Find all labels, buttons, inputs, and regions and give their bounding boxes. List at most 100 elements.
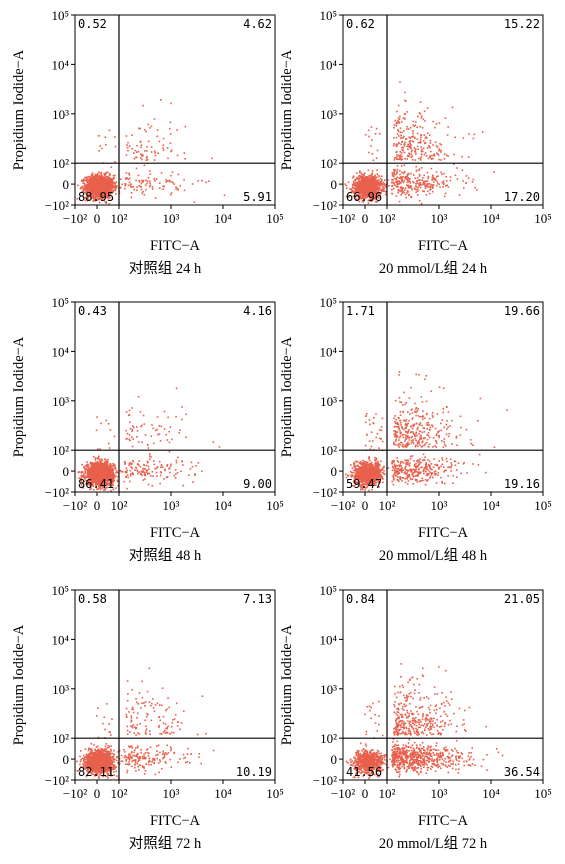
- event-dot: [361, 200, 364, 202]
- quadrant-lower-right-value: 17.20: [504, 190, 540, 204]
- event-dot: [403, 151, 406, 154]
- event-dot: [160, 172, 163, 174]
- event-dot: [411, 188, 413, 191]
- event-dot: [163, 428, 166, 430]
- event-dot: [419, 113, 422, 115]
- event-dot: [153, 178, 155, 180]
- event-dot: [395, 178, 398, 181]
- event-dot: [126, 471, 128, 473]
- event-dot: [436, 184, 438, 187]
- event-dot: [358, 200, 361, 203]
- event-dot: [407, 177, 409, 179]
- event-dot: [146, 182, 148, 185]
- event-dot: [101, 466, 104, 469]
- event-dot: [170, 133, 172, 135]
- event-dot: [396, 154, 398, 156]
- event-dot: [419, 186, 422, 189]
- event-dot: [162, 137, 165, 140]
- event-dot: [103, 178, 105, 180]
- event-dot: [98, 180, 101, 182]
- event-dot: [102, 470, 104, 473]
- event-dot: [423, 180, 425, 183]
- event-dot: [164, 469, 166, 472]
- event-dot: [105, 473, 108, 475]
- event-dot: [362, 183, 365, 186]
- event-dot: [130, 185, 132, 188]
- event-dot: [149, 184, 152, 186]
- event-dot: [364, 187, 367, 190]
- event-dot: [365, 178, 368, 180]
- event-dot: [88, 177, 91, 180]
- event-dot: [440, 159, 442, 161]
- event-dot: [96, 188, 99, 190]
- event-dot: [446, 184, 448, 187]
- event-dot: [370, 189, 373, 191]
- event-dot: [363, 174, 365, 177]
- event-dot: [369, 178, 371, 181]
- event-dot: [127, 141, 129, 144]
- event-dot: [125, 178, 127, 180]
- event-dot: [140, 144, 143, 146]
- event-dot: [141, 179, 143, 182]
- event-dot: [147, 177, 150, 179]
- event-dot: [83, 182, 85, 185]
- event-dot: [126, 474, 129, 476]
- event-dot: [116, 480, 119, 483]
- event-dot: [84, 187, 86, 190]
- event-dot: [393, 169, 396, 172]
- event-dot: [95, 194, 97, 197]
- event-dot: [114, 161, 116, 163]
- event-dot: [130, 473, 132, 475]
- event-dot: [371, 180, 374, 182]
- event-dot: [142, 104, 144, 107]
- event-dot: [124, 187, 126, 190]
- event-dot: [98, 475, 101, 477]
- event-dot: [366, 192, 369, 195]
- event-dot: [351, 185, 354, 188]
- event-dot: [92, 177, 94, 179]
- event-dot: [98, 171, 100, 174]
- event-dot: [126, 177, 129, 179]
- event-dot: [102, 192, 104, 195]
- event-dot: [166, 476, 169, 478]
- event-dot: [84, 472, 87, 474]
- event-dot: [370, 145, 372, 147]
- event-dot: [147, 468, 150, 470]
- event-dot: [363, 177, 366, 179]
- event-dot: [142, 154, 144, 157]
- event-dot: [77, 184, 79, 187]
- event-dot: [114, 189, 117, 192]
- event-dot: [168, 430, 170, 433]
- event-dot: [412, 180, 414, 183]
- event-dot: [85, 476, 88, 478]
- event-dot: [115, 468, 117, 470]
- event-dot: [378, 183, 381, 185]
- event-dot: [370, 179, 373, 182]
- event-dot: [415, 169, 418, 172]
- event-dot: [150, 435, 153, 437]
- event-dot: [377, 200, 379, 202]
- event-dot: [371, 172, 373, 174]
- event-dot: [87, 473, 89, 475]
- event-dot: [355, 181, 357, 183]
- event-dot: [101, 188, 104, 191]
- event-dot: [100, 174, 102, 177]
- event-dot: [398, 177, 401, 179]
- event-dot: [98, 187, 100, 190]
- event-dot: [184, 125, 187, 128]
- event-dot: [355, 183, 358, 185]
- event-dot: [417, 148, 419, 150]
- event-dot: [165, 179, 168, 181]
- event-dot: [397, 192, 400, 194]
- event-dot: [103, 179, 106, 182]
- event-dot: [151, 186, 154, 188]
- event-dot: [174, 477, 177, 479]
- event-dot: [395, 145, 398, 147]
- event-dot: [395, 143, 397, 146]
- event-dot: [429, 146, 431, 149]
- event-dot: [92, 469, 95, 471]
- event-dot: [173, 183, 175, 185]
- event-dot: [436, 152, 438, 155]
- event-dot: [428, 145, 431, 148]
- event-dot: [399, 127, 402, 129]
